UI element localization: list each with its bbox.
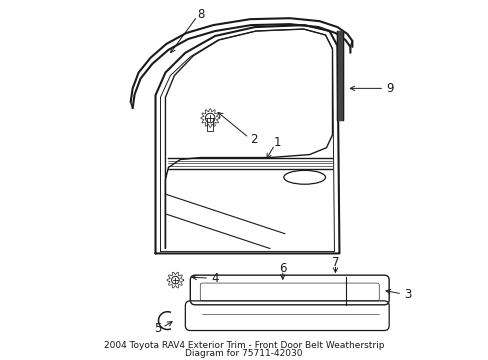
Text: 9: 9 — [386, 82, 393, 95]
Polygon shape — [167, 272, 183, 288]
Text: 3: 3 — [404, 288, 411, 301]
Text: 2004 Toyota RAV4 Exterior Trim - Front Door Belt Weatherstrip: 2004 Toyota RAV4 Exterior Trim - Front D… — [103, 341, 384, 350]
Text: 5: 5 — [153, 322, 161, 335]
Text: Diagram for 75711-42030: Diagram for 75711-42030 — [185, 349, 302, 358]
Text: 8: 8 — [197, 8, 204, 21]
Polygon shape — [206, 118, 214, 131]
Text: 2: 2 — [249, 132, 257, 145]
Polygon shape — [201, 109, 219, 127]
Bar — [337, 31, 343, 120]
Text: 7: 7 — [331, 256, 339, 269]
Text: 1: 1 — [274, 136, 281, 149]
Text: 4: 4 — [211, 272, 219, 285]
Text: 6: 6 — [279, 262, 286, 275]
